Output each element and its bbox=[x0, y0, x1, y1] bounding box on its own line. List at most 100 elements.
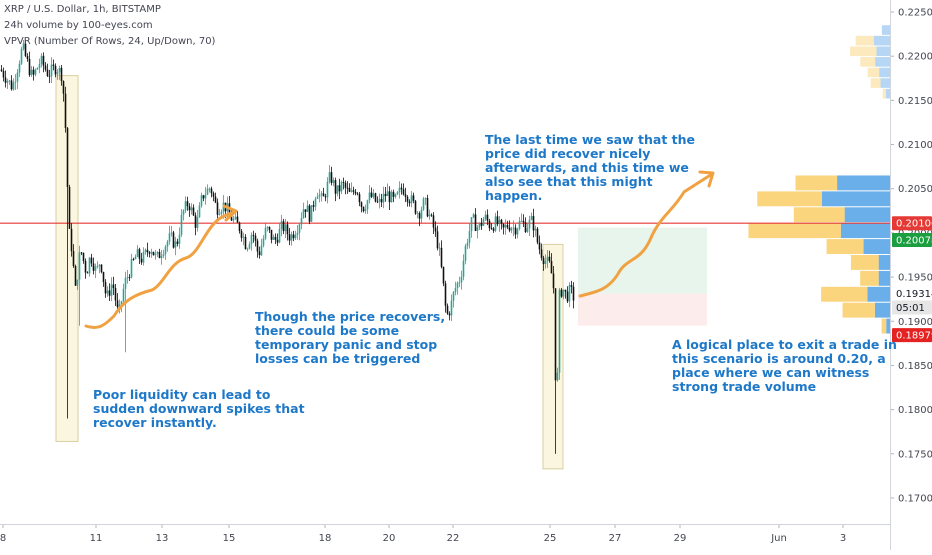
candle-body bbox=[400, 187, 403, 190]
vpvr-top-bar-up bbox=[881, 25, 890, 35]
candle-body bbox=[414, 200, 417, 214]
line-price-label: 0.20106 bbox=[896, 219, 932, 230]
candle-body bbox=[416, 213, 419, 214]
candle-body bbox=[122, 288, 125, 302]
candle-body bbox=[394, 194, 397, 197]
candle-body bbox=[172, 232, 175, 248]
candle-body bbox=[406, 196, 409, 202]
candle-body bbox=[558, 289, 561, 373]
candle-body bbox=[144, 249, 147, 252]
candle-body bbox=[288, 234, 291, 241]
candle-body bbox=[446, 305, 449, 314]
candle-body bbox=[110, 284, 113, 296]
candle-body bbox=[276, 239, 279, 243]
candle-body bbox=[148, 252, 151, 254]
candle-body bbox=[152, 251, 155, 256]
candle-body bbox=[550, 260, 553, 274]
candle-body bbox=[360, 202, 363, 207]
candle-body bbox=[90, 257, 93, 264]
candle-body bbox=[166, 241, 169, 247]
candle-body bbox=[278, 228, 281, 243]
candle-body bbox=[526, 228, 529, 232]
candle-body bbox=[54, 65, 57, 75]
candle-body bbox=[298, 224, 301, 233]
candle-body bbox=[52, 64, 55, 66]
arrow-path-1 bbox=[84, 210, 236, 330]
candle-body bbox=[150, 251, 153, 254]
line-price-label-bg bbox=[892, 216, 932, 231]
candle-body bbox=[246, 248, 249, 250]
candle-body bbox=[388, 191, 391, 203]
vpvr-main-bar-down bbox=[757, 191, 822, 207]
candle-body bbox=[80, 252, 83, 254]
candle-body bbox=[418, 213, 421, 219]
candle-body bbox=[488, 220, 491, 229]
candle-body bbox=[186, 201, 189, 207]
candle-body bbox=[18, 63, 21, 73]
candle-body bbox=[404, 194, 407, 197]
candle-body bbox=[458, 282, 461, 284]
candle-body bbox=[486, 214, 489, 221]
candle-body bbox=[442, 266, 445, 284]
candle-body bbox=[464, 245, 467, 261]
candle-body bbox=[460, 276, 463, 283]
highlight-box bbox=[542, 243, 564, 470]
candle-body bbox=[86, 272, 89, 274]
candle-body bbox=[518, 221, 521, 229]
candle-body bbox=[548, 256, 551, 261]
candle-body bbox=[44, 65, 47, 70]
indicator-vpvr-label[interactable]: VPVR (Number Of Rows, 24, Up/Down, 70) bbox=[4, 36, 216, 47]
candle-body bbox=[330, 172, 333, 184]
candle-body bbox=[318, 194, 321, 197]
candle-body bbox=[366, 200, 369, 210]
candle-body bbox=[424, 198, 427, 199]
candle-body bbox=[140, 258, 143, 263]
candle-body bbox=[332, 180, 335, 184]
candle-body bbox=[20, 48, 23, 64]
countdown-label: 05:01 bbox=[896, 303, 925, 314]
bid-price-label-bg bbox=[892, 233, 932, 248]
vpvr-main-bar-up bbox=[840, 223, 890, 239]
candle-body bbox=[346, 187, 349, 189]
candle-body bbox=[270, 229, 273, 240]
vpvr-main-bar-down bbox=[850, 255, 879, 270]
candle-body bbox=[262, 238, 265, 246]
last-price-label: 0.19314 bbox=[896, 289, 932, 300]
candle-body bbox=[392, 191, 395, 197]
candle-body bbox=[238, 222, 241, 231]
vpvr-top-bar-up bbox=[873, 35, 890, 46]
candle-body bbox=[266, 226, 269, 228]
candle-body bbox=[206, 188, 209, 195]
vpvr-top-bar-up bbox=[880, 78, 890, 88]
candle-body bbox=[402, 189, 405, 195]
candle-body bbox=[154, 253, 157, 256]
candle-body bbox=[10, 80, 13, 90]
indicator-volume-label[interactable]: 24h volume by 100-eyes.com bbox=[4, 20, 153, 31]
candle-body bbox=[382, 193, 385, 203]
candle-body bbox=[190, 207, 193, 211]
candle-body bbox=[38, 64, 41, 68]
candle-body bbox=[46, 69, 49, 76]
candle-body bbox=[240, 230, 243, 238]
candle-body bbox=[294, 234, 297, 239]
candle-body bbox=[132, 259, 135, 260]
candle-body bbox=[292, 234, 295, 239]
candle-body bbox=[538, 242, 541, 250]
projection-arrows bbox=[84, 170, 715, 330]
candle-body bbox=[490, 228, 493, 229]
candle-body bbox=[104, 282, 107, 294]
candle-body bbox=[134, 256, 137, 260]
candle-body bbox=[304, 209, 307, 212]
candle-body bbox=[326, 181, 329, 198]
candle-body bbox=[96, 266, 99, 268]
candle-body bbox=[532, 216, 535, 231]
candle-body bbox=[444, 283, 447, 306]
symbol-title[interactable]: XRP / U.S. Dollar, 1h, BITSTAMP bbox=[4, 4, 161, 15]
candle-body bbox=[254, 235, 257, 241]
candle-body bbox=[22, 43, 25, 49]
